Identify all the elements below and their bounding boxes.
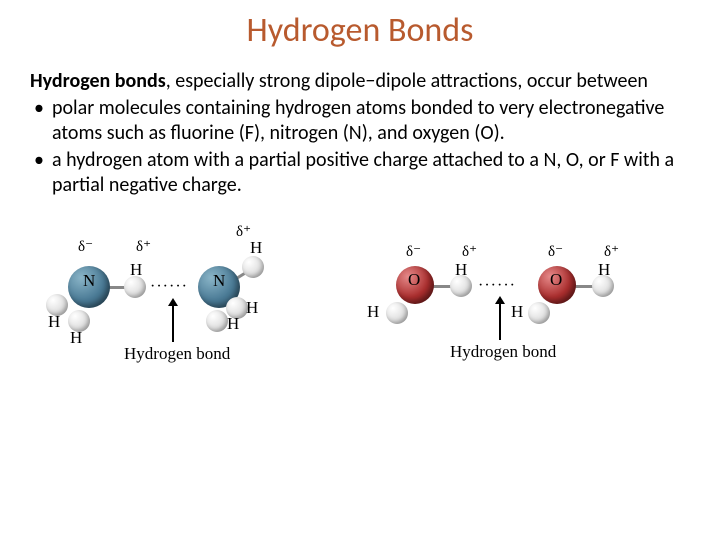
arrow-icon [172, 304, 174, 342]
intro-text: Hydrogen bonds, especially strong dipole… [30, 69, 690, 94]
arrow-icon [499, 302, 501, 340]
atom-label-n: N [83, 271, 95, 291]
atom-label-h: H [130, 260, 142, 280]
page-title: Hydrogen Bonds [30, 10, 690, 51]
list-item: a hydrogen atom with a partial positive … [52, 148, 690, 198]
atom-label-o: O [550, 270, 562, 290]
atom-label-h: H [246, 298, 258, 318]
hydrogen-atom [242, 256, 264, 278]
atom-label-n: N [213, 271, 225, 291]
hydrogen-atom [528, 302, 550, 324]
atom-label-o: O [408, 270, 420, 290]
delta-minus: δ⁻ [548, 242, 563, 261]
atom-label-h: H [511, 302, 523, 322]
intro-rest: , especially strong dipole−dipole attrac… [166, 69, 648, 93]
hbond-caption: Hydrogen bond [450, 342, 556, 362]
atom-label-h: H [367, 302, 379, 322]
list-item: polar molecules containing hydrogen atom… [52, 96, 690, 146]
delta-plus: δ⁺ [236, 222, 251, 241]
atom-label-h: H [227, 314, 239, 334]
delta-plus: δ⁺ [136, 237, 151, 256]
hbond-dots: ······ [478, 277, 516, 295]
hbond-dots: ······ [150, 278, 188, 296]
hydrogen-atom [206, 310, 228, 332]
atom-label-h: H [455, 260, 467, 280]
ammonia-diagram: δ⁻ δ⁺ δ⁺ N H H H ······ N H H H Hydrogen… [50, 222, 350, 402]
delta-plus: δ⁺ [462, 242, 477, 261]
diagram-row: δ⁻ δ⁺ δ⁺ N H H H ······ N H H H Hydrogen… [30, 222, 690, 402]
atom-label-h: H [250, 238, 262, 258]
atom-label-h: H [70, 328, 82, 348]
hydrogen-atom [386, 302, 408, 324]
atom-label-h: H [48, 312, 60, 332]
delta-minus: δ⁻ [78, 237, 93, 256]
bullet-list: polar molecules containing hydrogen atom… [30, 96, 690, 198]
atom-label-h: H [598, 260, 610, 280]
hbond-caption: Hydrogen bond [124, 344, 230, 364]
intro-bold: Hydrogen bonds [30, 69, 166, 93]
delta-plus: δ⁺ [604, 242, 619, 261]
water-diagram: δ⁻ δ⁺ δ⁻ δ⁺ O H H ······ O H H Hydrogen … [370, 222, 670, 402]
delta-minus: δ⁻ [406, 242, 421, 261]
